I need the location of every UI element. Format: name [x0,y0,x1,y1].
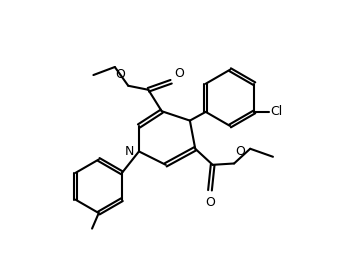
Text: O: O [235,144,245,158]
Text: O: O [116,68,126,81]
Text: N: N [125,145,134,158]
Text: O: O [174,67,184,80]
Text: Cl: Cl [270,105,283,118]
Text: O: O [205,196,215,209]
